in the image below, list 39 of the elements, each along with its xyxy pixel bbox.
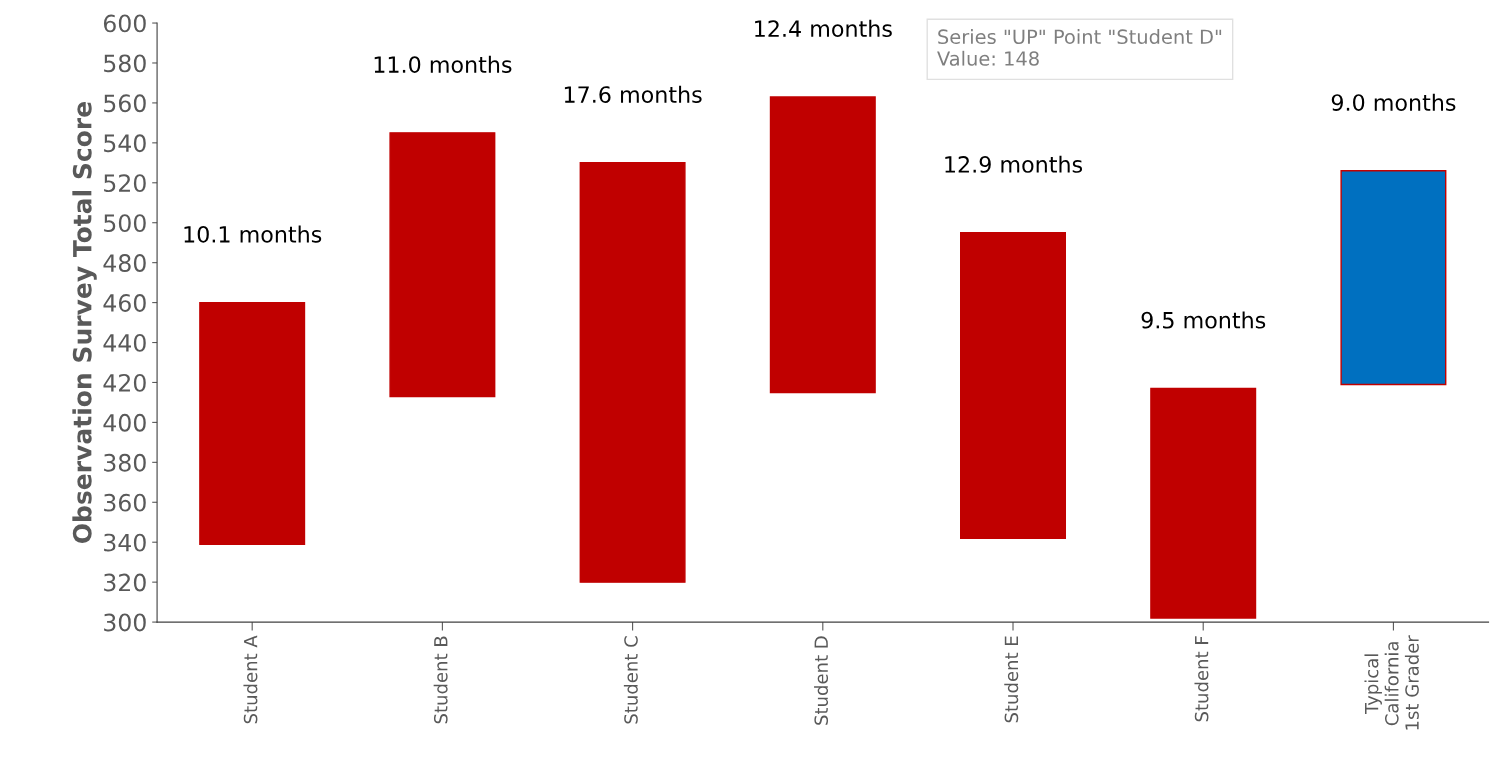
y-tick-label: 460 <box>103 294 146 312</box>
y-tick-label: 580 <box>104 54 146 73</box>
y-tick-label: 340 <box>104 533 146 552</box>
y-tick-label: 420 <box>103 373 146 392</box>
annotation: 10.1 months <box>184 225 322 243</box>
y-tick-label: 440 <box>103 333 146 352</box>
x-tick-label: Student F <box>1194 636 1209 722</box>
annotation: 9.5 months <box>1141 311 1266 329</box>
x-tick-label: Typical California 1st Grader <box>1364 635 1419 730</box>
y-tick-label: 600 <box>103 14 146 33</box>
annotation: 12.4 months <box>755 19 892 38</box>
bar <box>1150 387 1257 619</box>
y-tick-label: 300 <box>104 613 146 632</box>
y-tick-label: 520 <box>104 174 146 193</box>
x-tick-label: Student C <box>623 636 638 724</box>
x-tick-label: Student E <box>1004 636 1019 723</box>
x-tick-label: Student A <box>243 635 258 724</box>
y-tick-label: 480 <box>103 254 146 272</box>
y-tick-label: 540 <box>104 134 146 153</box>
bar <box>579 162 686 583</box>
bar <box>389 132 496 398</box>
bar <box>199 301 306 545</box>
bar <box>960 232 1067 539</box>
annotation: 12.9 months <box>945 155 1083 173</box>
bar <box>769 96 876 394</box>
annotation: Series "UP" Point "Student D" Value: 148 <box>937 29 1222 66</box>
annotation: 9.0 months <box>1331 93 1456 111</box>
x-tick-label: Student D <box>814 636 829 725</box>
annotation: 17.6 months <box>564 85 702 103</box>
y-tick-label: 380 <box>104 453 146 472</box>
y-tick-label: 360 <box>104 493 146 512</box>
annotation: 11.0 months <box>374 55 512 73</box>
y-tick-label: 400 <box>103 413 146 432</box>
bar <box>1340 170 1447 386</box>
y-tick-label: 500 <box>104 214 146 233</box>
x-tick-label: Student B <box>433 636 448 724</box>
y-tick-label: 560 <box>104 94 146 113</box>
y-tick-label: 320 <box>104 573 146 592</box>
y-axis-title: Observation Survey Total Score <box>72 102 97 543</box>
